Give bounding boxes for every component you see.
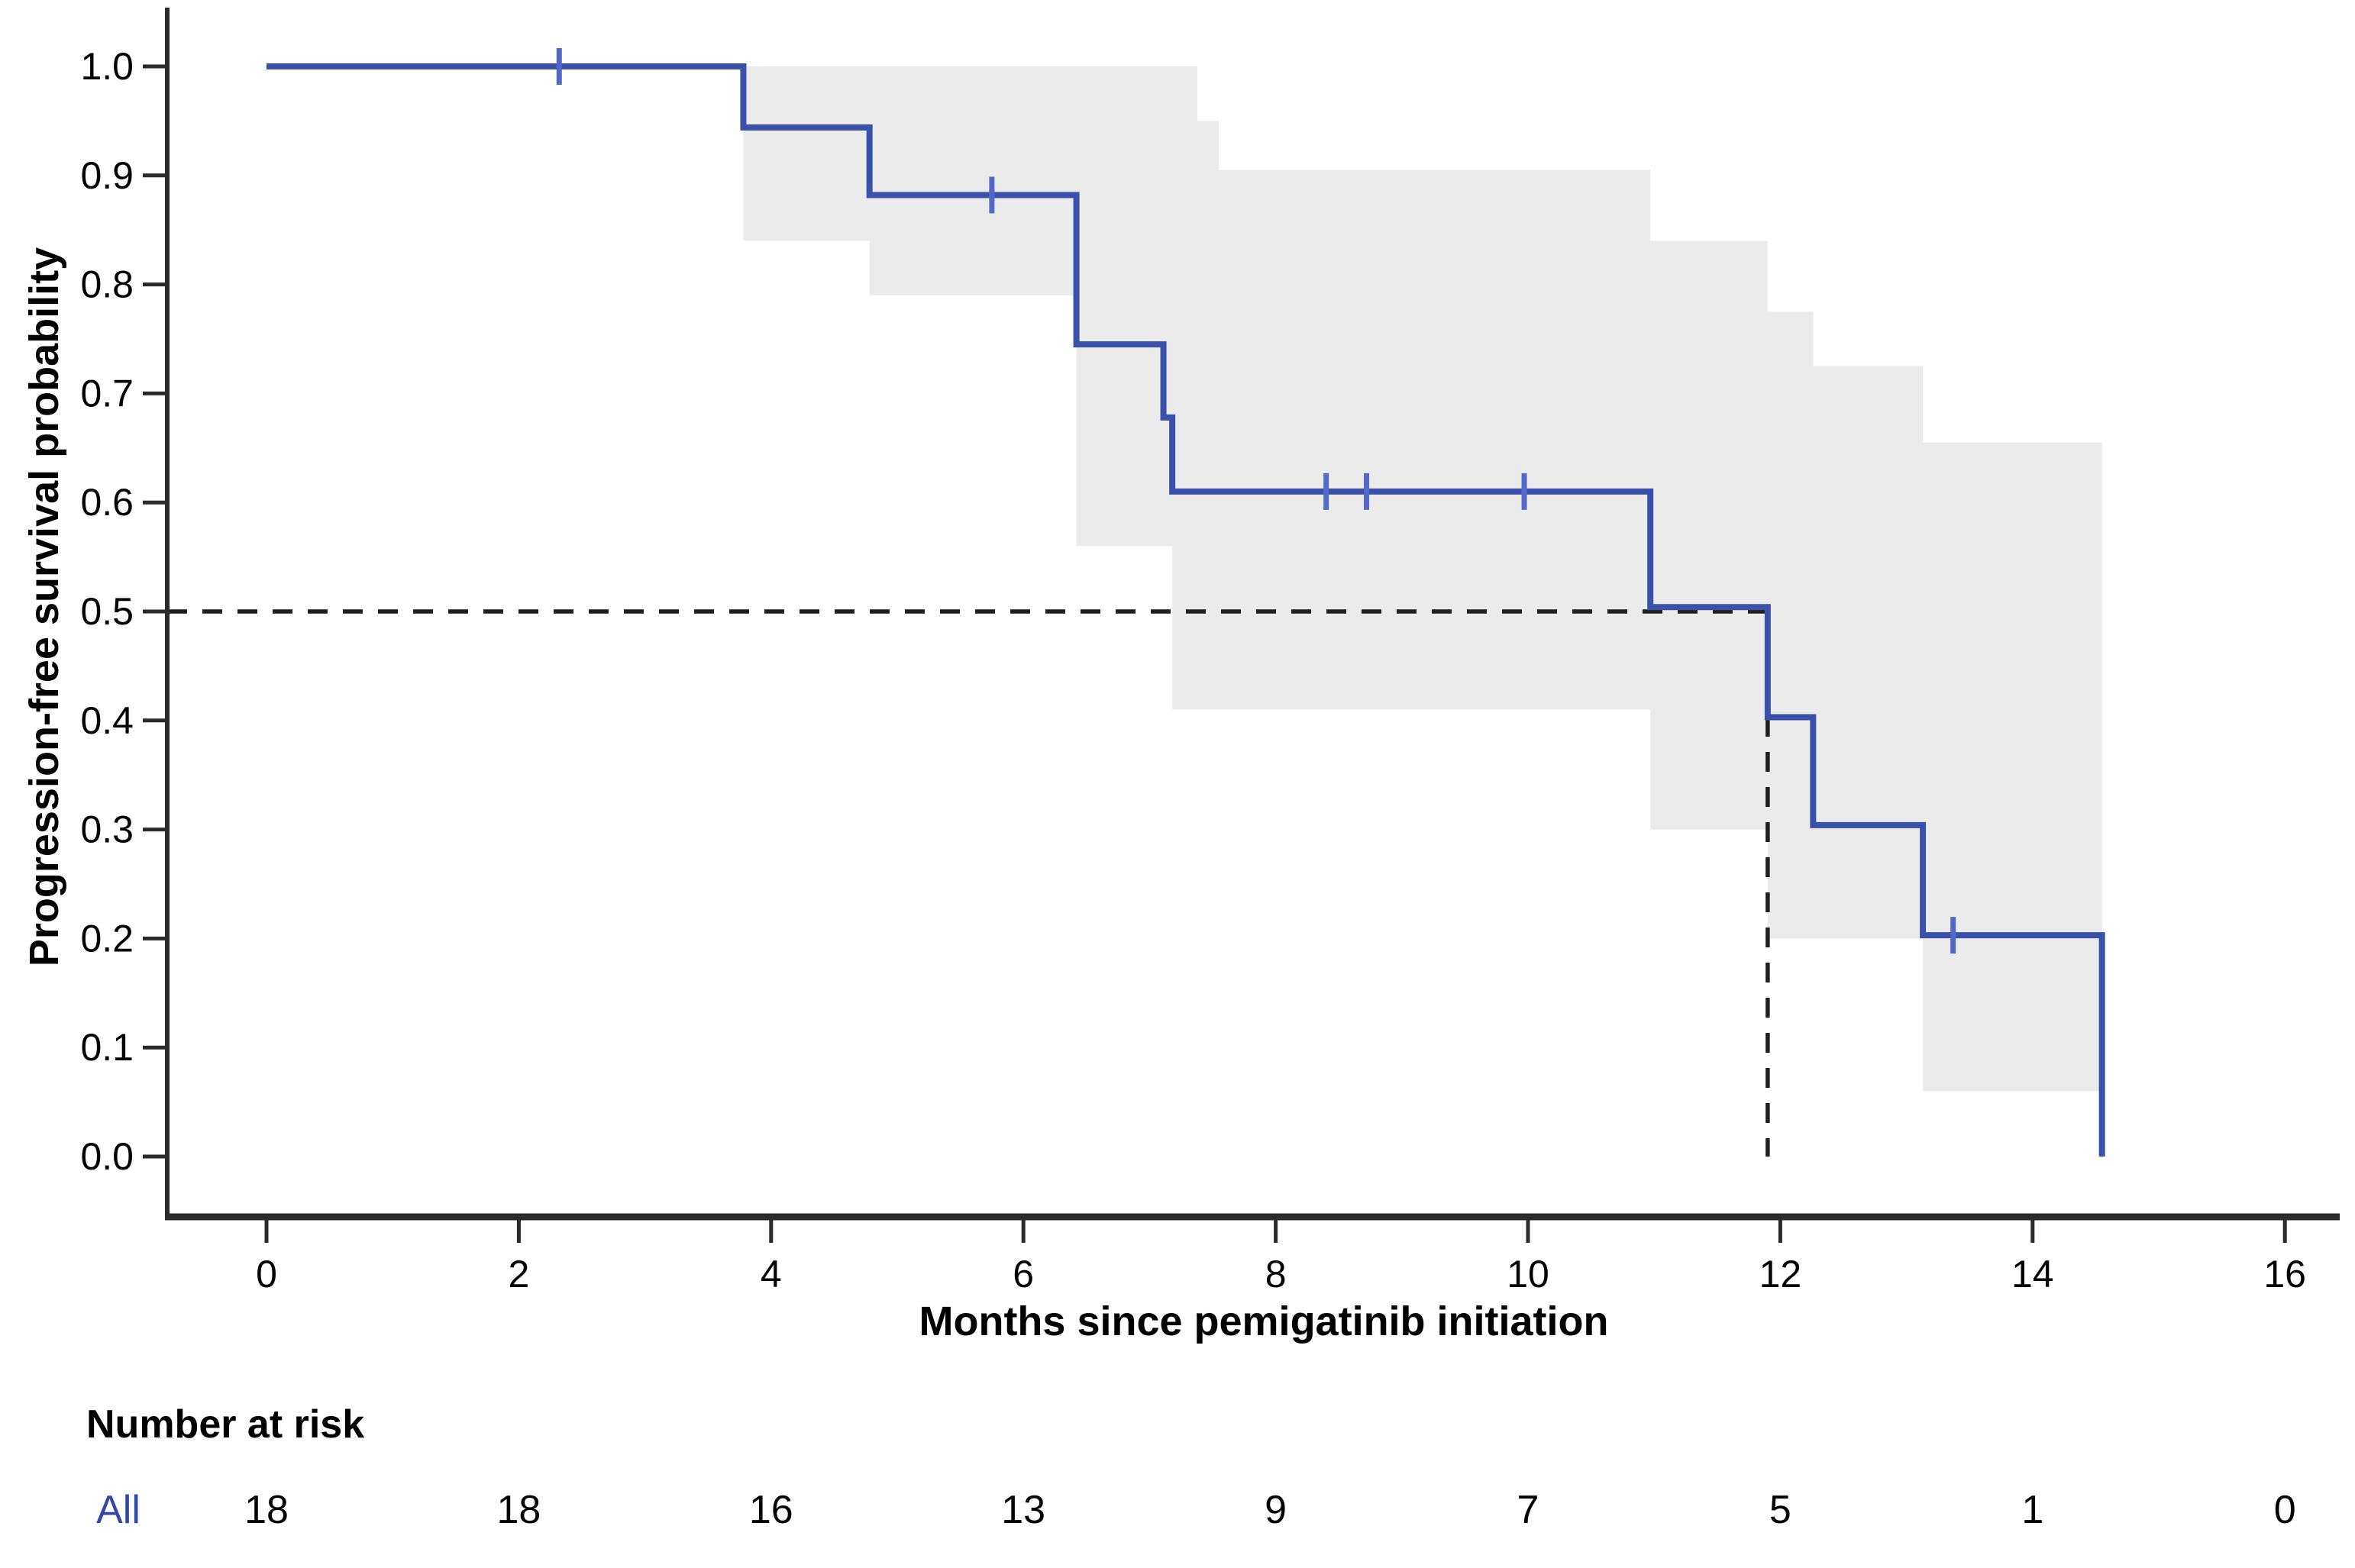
risk-count-month-2: 18 bbox=[496, 1488, 541, 1532]
confidence-band bbox=[743, 66, 2102, 1092]
y-tick-label-0.3: 0.3 bbox=[80, 808, 134, 851]
y-tick-label-0.8: 0.8 bbox=[80, 263, 134, 306]
risk-count-month-14: 1 bbox=[2021, 1488, 2044, 1532]
risk-row-label-all: All bbox=[96, 1488, 141, 1532]
risk-count-month-0: 18 bbox=[244, 1488, 289, 1532]
x-tick-label-16: 16 bbox=[2263, 1253, 2306, 1295]
y-axis-title: Progression-free survival probability bbox=[21, 247, 67, 967]
risk-count-month-10: 7 bbox=[1517, 1488, 1539, 1532]
y-tick-label-1.0: 1.0 bbox=[80, 45, 134, 88]
x-tick-label-0: 0 bbox=[256, 1253, 277, 1295]
y-tick-label-0.2: 0.2 bbox=[80, 917, 134, 960]
x-tick-label-12: 12 bbox=[1759, 1253, 1802, 1295]
y-tick-label-0.4: 0.4 bbox=[80, 699, 134, 742]
y-tick-label-0.1: 0.1 bbox=[80, 1026, 134, 1069]
x-tick-label-4: 4 bbox=[761, 1253, 782, 1295]
risk-count-month-4: 16 bbox=[748, 1488, 793, 1532]
x-tick-label-10: 10 bbox=[1507, 1253, 1549, 1295]
risk-table-title: Number at risk bbox=[86, 1402, 365, 1447]
x-axis-title: Months since pemigatinib initiation bbox=[919, 1299, 1609, 1344]
x-tick-label-14: 14 bbox=[2011, 1253, 2054, 1295]
x-tick-label-2: 2 bbox=[508, 1253, 529, 1295]
risk-count-month-6: 13 bbox=[1001, 1488, 1046, 1532]
y-tick-label-0.7: 0.7 bbox=[80, 372, 134, 415]
y-tick-label-0.5: 0.5 bbox=[80, 590, 134, 633]
y-tick-label-0.0: 0.0 bbox=[80, 1135, 134, 1178]
y-tick-label-0.9: 0.9 bbox=[80, 154, 134, 197]
y-tick-label-0.6: 0.6 bbox=[80, 481, 134, 524]
risk-count-month-8: 9 bbox=[1265, 1488, 1287, 1532]
x-tick-label-6: 6 bbox=[1013, 1253, 1034, 1295]
x-tick-label-8: 8 bbox=[1265, 1253, 1287, 1295]
risk-count-month-16: 0 bbox=[2273, 1488, 2296, 1532]
km-survival-curve bbox=[267, 63, 2105, 1157]
risk-count-month-12: 5 bbox=[1769, 1488, 1791, 1532]
